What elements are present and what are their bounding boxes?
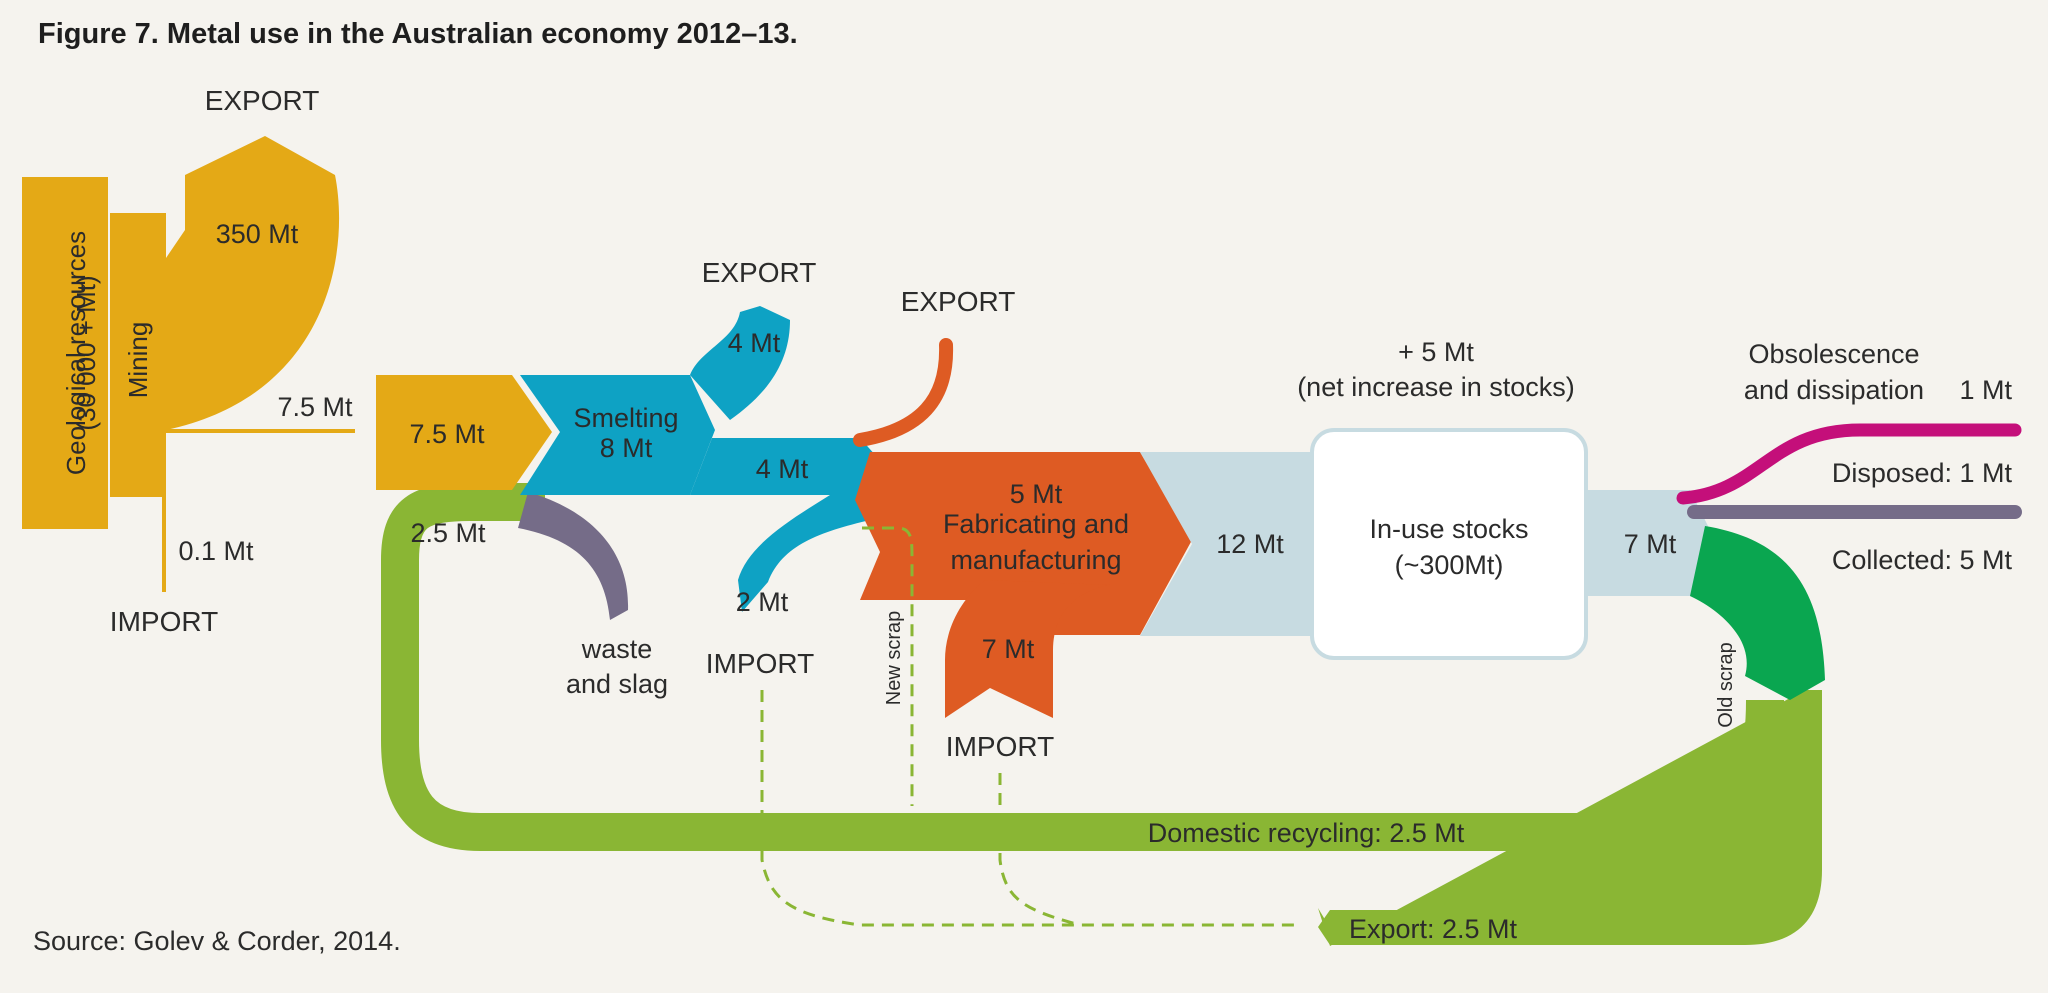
import-smelting-label: IMPORT bbox=[706, 648, 814, 679]
smelting-export-value: 4 Mt bbox=[728, 328, 781, 358]
smelting-output-value: 4 Mt bbox=[756, 454, 809, 484]
figure-title: Figure 7. Metal use in the Australian ec… bbox=[38, 18, 798, 50]
export-mining-label: EXPORT bbox=[205, 85, 320, 116]
mining-label: Mining bbox=[123, 322, 153, 399]
collected-label: Collected: 5 Mt bbox=[1832, 545, 2013, 575]
export-recycling-label: Export: 2.5 Mt bbox=[1349, 914, 1518, 944]
fabricating-label-line1: Fabricating and bbox=[943, 509, 1129, 539]
source-note: Source: Golev & Corder, 2014. bbox=[33, 926, 401, 956]
smelting-label-line1: Smelting bbox=[573, 403, 678, 433]
fabricating-export-flow bbox=[853, 338, 954, 447]
obsolescence-label-line2: and dissipation bbox=[1744, 375, 1924, 405]
smelting-import-value: 2 Mt bbox=[736, 587, 789, 617]
import-fabricating-label: IMPORT bbox=[946, 731, 1054, 762]
mining-box bbox=[110, 136, 340, 497]
obsolescence-value: 1 Mt bbox=[1959, 375, 2012, 405]
export-fabricating-label: EXPORT bbox=[901, 286, 1016, 317]
import-mining-label: IMPORT bbox=[110, 606, 218, 637]
stocks-input-flow bbox=[1140, 452, 1320, 636]
fabricating-import-flow bbox=[945, 580, 1110, 718]
stocks-input-value: 12 Mt bbox=[1216, 529, 1284, 559]
disposed-label: Disposed: 1 Mt bbox=[1832, 458, 2013, 488]
geo-label-line1: Geological resources bbox=[61, 231, 91, 475]
stocks-label-line2: (~300Mt) bbox=[1395, 550, 1504, 580]
obsolescence-label-line1: Obsolescence bbox=[1748, 339, 1919, 369]
stocks-label-line1: In-use stocks bbox=[1369, 514, 1528, 544]
waste-label-line1: waste bbox=[581, 634, 653, 664]
smelting-import-dashed bbox=[760, 690, 1295, 927]
net-increase-line1: + 5 Mt bbox=[1398, 337, 1474, 367]
domestic-recycling-label: Domestic recycling: 2.5 Mt bbox=[1148, 818, 1465, 848]
old-scrap-label: Old scrap bbox=[1715, 642, 1737, 728]
stocks-output-flow bbox=[1586, 490, 1717, 596]
fabricating-block bbox=[855, 452, 1192, 635]
smelting-import-flow bbox=[738, 495, 870, 612]
smelting-label-line2: 8 Mt bbox=[600, 433, 653, 463]
waste-slag-flow bbox=[518, 492, 629, 620]
smelting-input-value: 7.5 Mt bbox=[409, 419, 485, 449]
geo-label-line2-visible: (30 000 + Mt) bbox=[71, 275, 101, 430]
mining-import-value: 0.1 Mt bbox=[178, 536, 254, 566]
new-scrap-label: New scrap bbox=[883, 611, 905, 705]
fabricating-import-dashed bbox=[998, 773, 1081, 927]
fabricating-value: 5 Mt bbox=[1010, 479, 1063, 509]
stocks-output-value: 7 Mt bbox=[1624, 529, 1677, 559]
mining-output-value: 7.5 Mt bbox=[277, 392, 353, 422]
mining-export-value: 350 Mt bbox=[216, 219, 299, 249]
in-use-stocks-box bbox=[1310, 428, 1588, 660]
obsolescence-flow bbox=[1676, 423, 2022, 505]
fabricating-label-line2: manufacturing bbox=[950, 545, 1121, 575]
smelting-export-flow bbox=[690, 306, 790, 420]
net-increase-line2: (net increase in stocks) bbox=[1297, 372, 1575, 402]
geological-resources-box bbox=[22, 177, 108, 529]
waste-label-line2: and slag bbox=[566, 669, 668, 699]
collected-flow bbox=[1690, 526, 1825, 700]
export-recycling-flow bbox=[1318, 690, 1805, 946]
smelting-output-flow bbox=[690, 438, 885, 495]
export-smelting-label: EXPORT bbox=[702, 257, 817, 288]
smelting-input-arrow bbox=[376, 375, 552, 490]
export-recycling-band bbox=[1318, 690, 1822, 945]
smelting-block bbox=[520, 375, 715, 495]
recycling-input-value: 2.5 Mt bbox=[410, 518, 486, 548]
fabricating-import-value: 7 Mt bbox=[982, 634, 1035, 664]
